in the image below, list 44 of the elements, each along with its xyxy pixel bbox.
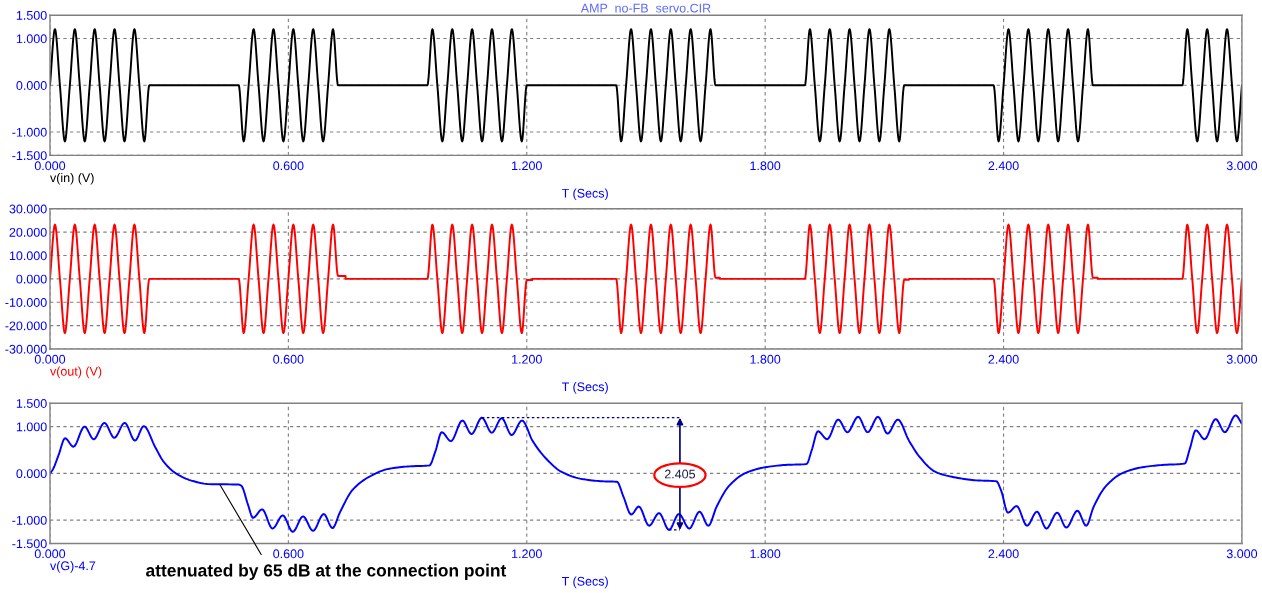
- x-tick-label: 0.600: [273, 354, 304, 364]
- text: v(G)-4.7: [50, 561, 96, 573]
- chart-title: AMP no-FB servo.CIR: [580, 3, 711, 13]
- y-tick-label: 1.000: [16, 34, 47, 44]
- y-tick-label: -1.000: [12, 127, 47, 137]
- text: v(in) (V): [50, 172, 94, 185]
- y-tick-label: -1.500: [12, 539, 47, 549]
- x-tick-label: 0.600: [273, 161, 304, 171]
- text: v(out) (V): [50, 366, 102, 379]
- x-tick-label: 3.000: [1226, 354, 1258, 364]
- x-tick-label: 2.400: [988, 549, 1019, 559]
- x-tick-label: 1.800: [750, 549, 781, 559]
- y-tick-label: 20.000: [9, 227, 47, 237]
- x-tick-label: 2.400: [988, 161, 1019, 171]
- x-tick-label: 1.200: [512, 354, 542, 364]
- y-tick-label: 0.000: [16, 81, 47, 90]
- y-tick-label: 10.000: [9, 251, 47, 261]
- y-tick-label: 1.000: [16, 422, 47, 432]
- y-tick-label: 1.500: [16, 10, 47, 20]
- y-tick-label: -20.000: [5, 321, 47, 331]
- x-axis-title: T (Secs): [561, 576, 608, 589]
- y-tick-label: -1.500: [12, 151, 47, 161]
- x-tick-label: 2.400: [988, 354, 1019, 364]
- y-tick-label: 0.000: [16, 274, 47, 284]
- x-axis-title: T (Secs): [561, 382, 608, 394]
- x-tick-label: 3.000: [1226, 549, 1258, 559]
- x-tick-label: 1.200: [512, 161, 542, 171]
- x-tick-label: 0.000: [34, 354, 66, 364]
- x-tick-label: 1.800: [750, 161, 781, 171]
- x-axis-title: T (Secs): [561, 188, 608, 201]
- x-tick-label: 1.200: [512, 549, 542, 559]
- y-tick-label: -1.000: [12, 515, 47, 525]
- y-tick-label: -30.000: [5, 344, 47, 354]
- y-tick-label: 1.500: [16, 399, 47, 408]
- annotation: attenuated by 65 dB at the connection point: [146, 563, 507, 581]
- annotation: 2.405: [664, 469, 696, 479]
- y-tick-label: -10.000: [5, 298, 47, 307]
- x-tick-label: 0.600: [273, 549, 304, 559]
- y-tick-label: 30.000: [9, 204, 47, 214]
- x-tick-label: 3.000: [1226, 161, 1258, 171]
- x-tick-label: 0.000: [34, 549, 66, 559]
- x-tick-label: 1.800: [750, 354, 781, 364]
- y-tick-label: 0.000: [16, 469, 47, 479]
- x-tick-label: 0.000: [34, 161, 66, 171]
